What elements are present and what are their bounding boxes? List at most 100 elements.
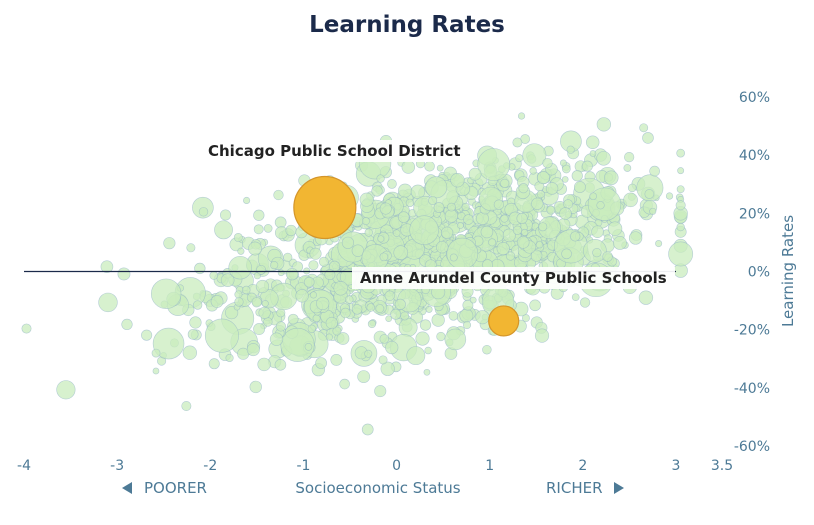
background-point (261, 300, 269, 308)
left-arrow-icon (122, 482, 132, 494)
x-tick-label: -3 (110, 458, 124, 474)
background-point (287, 313, 299, 325)
background-point (401, 160, 416, 174)
background-point (371, 185, 383, 197)
background-point (253, 323, 266, 335)
background-point (449, 253, 458, 262)
background-point (377, 235, 385, 243)
background-point (379, 334, 390, 344)
y-tick-label: 20% (739, 206, 770, 222)
background-point (325, 333, 333, 341)
background-point (246, 343, 260, 357)
background-point (364, 228, 373, 237)
highlight-points (293, 175, 520, 337)
background-point (515, 154, 524, 163)
background-point (364, 349, 373, 358)
background-point (668, 241, 694, 267)
background-point (220, 273, 235, 287)
background-point (505, 251, 516, 261)
x-tick-label: 2 (578, 458, 587, 474)
background-point (535, 241, 544, 249)
background-point (607, 221, 623, 236)
background-point (280, 327, 315, 362)
background-point (249, 380, 262, 394)
background-point (394, 298, 406, 310)
background-point (182, 345, 197, 360)
background-point (457, 222, 464, 229)
annotation-chicago: Chicago Public School District (200, 140, 469, 162)
background-point (256, 264, 266, 275)
background-point (676, 148, 686, 158)
background-point (677, 167, 685, 175)
background-point (400, 311, 410, 321)
background-point (518, 183, 529, 194)
background-point (376, 174, 385, 183)
background-point (242, 285, 251, 295)
background-point (385, 340, 399, 355)
background-point (516, 212, 528, 224)
background-point (531, 197, 544, 210)
richer-label: RICHER (546, 479, 603, 497)
x-tick-label: 1 (485, 458, 494, 474)
y-tick-label: 0% (748, 265, 770, 281)
background-point (450, 172, 465, 188)
background-point (623, 192, 638, 208)
background-point (117, 267, 131, 281)
background-point (357, 370, 371, 384)
background-point (257, 357, 271, 372)
background-point (482, 344, 492, 355)
background-point (480, 225, 494, 239)
background-point (307, 324, 316, 333)
background-point (675, 200, 686, 211)
y-axis-ticks: 60% 40% 20% 0% -20% -40% -60% (734, 90, 770, 455)
background-point (351, 304, 363, 315)
background-point (398, 317, 418, 337)
background-point (275, 321, 286, 332)
background-point (152, 327, 185, 360)
background-point (638, 290, 654, 305)
annotation-anne-arundel: Anne Arundel County Public Schools (352, 267, 675, 289)
background-point (258, 306, 271, 319)
background-point (446, 237, 479, 270)
background-point (624, 152, 635, 163)
background-point (225, 353, 234, 363)
y-axis-label: Learning Rates (779, 215, 797, 327)
background-point (295, 289, 309, 303)
background-point (339, 378, 350, 390)
chart-title: Learning Rates (309, 12, 505, 38)
background-point (330, 353, 343, 366)
background-point (325, 316, 338, 330)
background-point (248, 241, 262, 256)
background-point (233, 233, 243, 242)
background-point (316, 296, 330, 311)
background-points (21, 112, 694, 436)
background-point (274, 359, 287, 371)
background-point (392, 229, 401, 237)
background-point (559, 159, 567, 167)
background-point (676, 185, 685, 194)
x-axis-ticks: -4 -3 -2 -1 0 1 2 3 3.5 (17, 458, 733, 474)
background-point (424, 161, 435, 172)
background-point (181, 401, 192, 411)
background-point (475, 212, 489, 225)
background-point (444, 328, 467, 351)
background-point (100, 260, 114, 274)
background-point (536, 190, 545, 199)
background-point (385, 315, 392, 323)
background-point (375, 304, 385, 313)
background-point (529, 167, 537, 175)
background-point (562, 164, 571, 174)
background-point (415, 331, 430, 346)
background-point (461, 202, 470, 211)
y-tick-label: -40% (734, 381, 770, 397)
highlight-point-anne-arundel (488, 305, 520, 337)
background-point (379, 202, 392, 215)
background-point (585, 135, 600, 150)
background-point (436, 240, 449, 254)
background-point (475, 310, 490, 325)
background-point (277, 269, 285, 277)
background-point (274, 226, 288, 240)
background-point (234, 297, 244, 307)
background-point (431, 313, 445, 327)
